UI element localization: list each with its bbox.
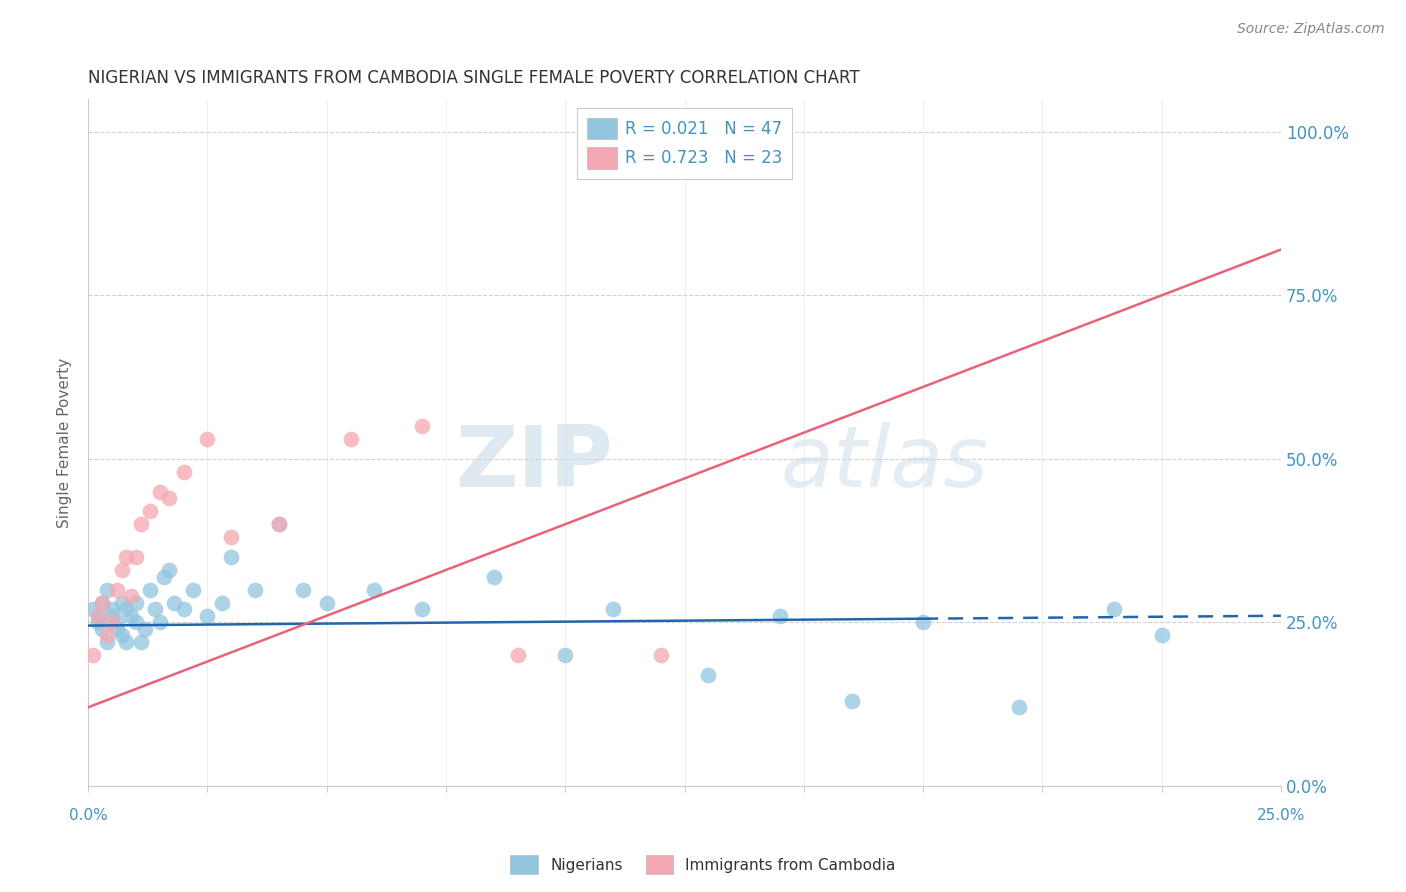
Point — [96, 628, 118, 642]
Point — [96, 582, 118, 597]
Point — [115, 602, 138, 616]
Point — [197, 608, 219, 623]
Point — [243, 582, 266, 597]
Point — [841, 694, 863, 708]
Point — [115, 549, 138, 564]
Point — [86, 608, 108, 623]
Point — [91, 596, 114, 610]
Point — [96, 635, 118, 649]
Point — [173, 465, 195, 479]
Point — [139, 504, 162, 518]
Point — [101, 608, 124, 623]
Legend: R = 0.021   N = 47, R = 0.723   N = 23: R = 0.021 N = 47, R = 0.723 N = 23 — [576, 108, 793, 178]
Point — [157, 563, 180, 577]
Point — [91, 596, 114, 610]
Point — [134, 622, 156, 636]
Point — [110, 596, 132, 610]
Point — [1150, 628, 1173, 642]
Point — [173, 602, 195, 616]
Point — [115, 635, 138, 649]
Y-axis label: Single Female Poverty: Single Female Poverty — [58, 358, 72, 527]
Text: 0.0%: 0.0% — [69, 808, 107, 823]
Point — [120, 608, 142, 623]
Point — [139, 582, 162, 597]
Point — [506, 648, 529, 662]
Point — [82, 602, 104, 616]
Point — [105, 622, 128, 636]
Text: ZIP: ZIP — [456, 422, 613, 505]
Point — [149, 615, 172, 630]
Point — [129, 635, 152, 649]
Point — [101, 602, 124, 616]
Text: atlas: atlas — [780, 422, 988, 505]
Point — [363, 582, 385, 597]
Point — [125, 549, 148, 564]
Point — [110, 628, 132, 642]
Point — [339, 432, 361, 446]
Point — [125, 596, 148, 610]
Point — [197, 432, 219, 446]
Point — [315, 596, 337, 610]
Point — [91, 622, 114, 636]
Text: 25.0%: 25.0% — [1257, 808, 1305, 823]
Point — [86, 608, 108, 623]
Point — [1102, 602, 1125, 616]
Point — [125, 615, 148, 630]
Point — [411, 419, 433, 434]
Point — [149, 484, 172, 499]
Point — [181, 582, 204, 597]
Text: Source: ZipAtlas.com: Source: ZipAtlas.com — [1237, 22, 1385, 37]
Point — [267, 517, 290, 532]
Point — [105, 582, 128, 597]
Point — [912, 615, 935, 630]
Point — [650, 648, 672, 662]
Point — [267, 517, 290, 532]
Point — [769, 608, 792, 623]
Point — [221, 549, 243, 564]
Text: NIGERIAN VS IMMIGRANTS FROM CAMBODIA SINGLE FEMALE POVERTY CORRELATION CHART: NIGERIAN VS IMMIGRANTS FROM CAMBODIA SIN… — [89, 69, 860, 87]
Point — [129, 517, 152, 532]
Point — [221, 530, 243, 544]
Point — [82, 648, 104, 662]
Point — [211, 596, 233, 610]
Point — [602, 602, 624, 616]
Point — [411, 602, 433, 616]
Point — [769, 125, 792, 139]
Point — [105, 615, 128, 630]
Point — [291, 582, 314, 597]
Point — [157, 491, 180, 505]
Legend: Nigerians, Immigrants from Cambodia: Nigerians, Immigrants from Cambodia — [505, 849, 901, 880]
Point — [153, 569, 176, 583]
Point — [554, 648, 576, 662]
Point — [482, 569, 505, 583]
Point — [120, 589, 142, 603]
Point — [143, 602, 166, 616]
Point — [163, 596, 186, 610]
Point — [697, 667, 720, 681]
Point — [1007, 700, 1029, 714]
Point — [101, 615, 124, 630]
Point — [86, 615, 108, 630]
Point — [110, 563, 132, 577]
